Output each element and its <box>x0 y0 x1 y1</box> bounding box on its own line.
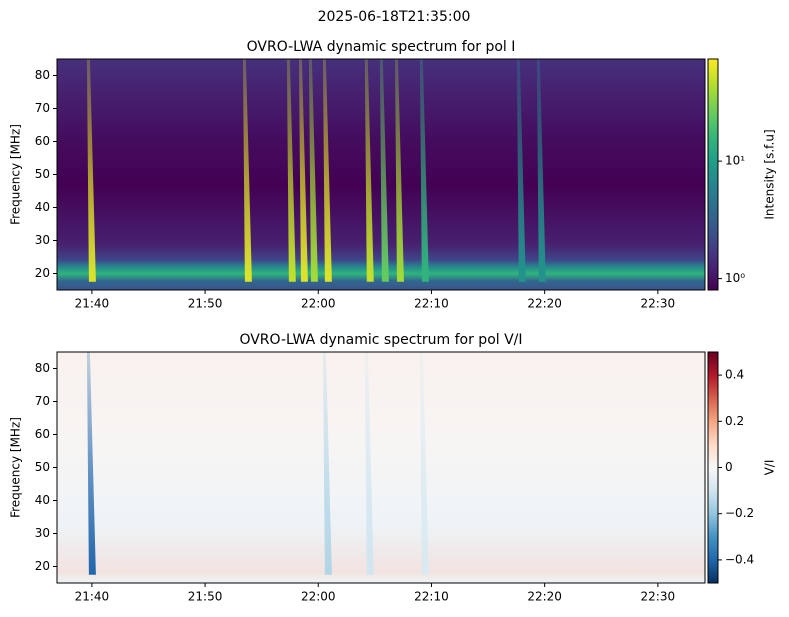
burst <box>364 352 374 575</box>
colorbar-tick-label: 0.2 <box>725 414 744 428</box>
x-tick-label: 22:20 <box>527 590 562 604</box>
colorbar-tick-label: 10⁰ <box>725 271 745 285</box>
x-tick-label: 21:50 <box>188 297 223 311</box>
x-tick-label: 22:00 <box>301 297 336 311</box>
y-tick-label: 60 <box>35 134 50 148</box>
panel-title: OVRO-LWA dynamic spectrum for pol V/I <box>239 332 522 348</box>
x-tick-label: 21:40 <box>75 297 110 311</box>
x-tick-label: 22:30 <box>641 590 676 604</box>
y-tick-label: 50 <box>35 167 50 181</box>
x-tick-label: 21:40 <box>75 590 110 604</box>
y-tick-label: 80 <box>35 68 50 82</box>
x-tick-label: 22:10 <box>414 297 449 311</box>
colorbar-tick-label: 0 <box>725 460 733 474</box>
y-tick-label: 40 <box>35 200 50 214</box>
burst <box>322 59 332 282</box>
colorbar-label: V/I <box>763 460 777 476</box>
x-tick-label: 22:00 <box>301 590 336 604</box>
y-axis-label: Frequency [MHz] <box>9 417 23 518</box>
colorbar-tick-label: 10¹ <box>725 154 745 168</box>
burst <box>86 352 96 575</box>
colorbar <box>707 58 719 291</box>
x-tick-label: 22:30 <box>641 297 676 311</box>
spectrogram-background <box>57 352 705 583</box>
bursts <box>86 352 429 575</box>
y-tick-label: 60 <box>35 427 50 441</box>
burst <box>419 59 429 282</box>
y-tick-label: 20 <box>35 559 50 573</box>
x-tick-label: 21:50 <box>188 590 223 604</box>
y-tick-label: 40 <box>35 493 50 507</box>
y-tick-label: 70 <box>35 394 50 408</box>
colorbar-tick-label: 0.4 <box>725 368 744 382</box>
x-tick-label: 22:20 <box>527 297 562 311</box>
colorbar-label: Intensity [s.f.u] <box>763 129 777 219</box>
y-tick-label: 50 <box>35 460 50 474</box>
colorbar-tick-label: −0.2 <box>725 506 754 520</box>
burst <box>298 59 308 282</box>
colorbar-tick-label: −0.4 <box>725 552 754 566</box>
y-tick-label: 30 <box>35 526 50 540</box>
burst <box>379 59 389 282</box>
burst <box>364 59 374 282</box>
burst <box>322 352 332 575</box>
burst <box>308 59 318 282</box>
panel-title: OVRO-LWA dynamic spectrum for pol I <box>247 39 516 55</box>
burst <box>86 59 96 282</box>
y-axis-label: Frequency [MHz] <box>9 124 23 225</box>
burst <box>286 59 296 282</box>
bursts <box>86 59 546 282</box>
colorbar <box>707 351 719 584</box>
burst <box>419 352 429 575</box>
burst <box>242 59 252 282</box>
y-tick-label: 20 <box>35 266 50 280</box>
x-tick-label: 22:10 <box>414 590 449 604</box>
y-tick-label: 30 <box>35 233 50 247</box>
y-tick-label: 70 <box>35 101 50 115</box>
burst <box>536 59 546 282</box>
suptitle: 2025-06-18T21:35:00 <box>318 9 471 25</box>
burst <box>516 59 526 282</box>
burst <box>394 59 404 282</box>
y-tick-label: 80 <box>35 361 50 375</box>
